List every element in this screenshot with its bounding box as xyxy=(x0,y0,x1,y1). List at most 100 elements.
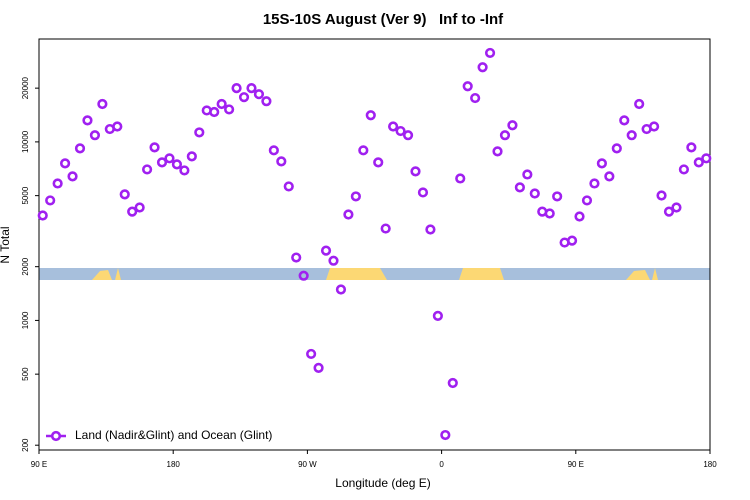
point xyxy=(477,62,488,73)
plot-frame xyxy=(38,38,711,451)
point xyxy=(395,125,406,137)
y-tick-label: 10000 xyxy=(21,130,30,153)
point xyxy=(306,348,317,360)
point xyxy=(156,157,168,168)
point xyxy=(619,115,630,126)
point xyxy=(581,195,593,206)
y-tick-label: 500 xyxy=(21,367,30,381)
point xyxy=(119,189,130,200)
land-ocean-band xyxy=(39,268,710,280)
x-axis-label: Longitude (deg E) xyxy=(335,476,430,490)
point xyxy=(514,182,525,193)
point xyxy=(693,157,704,168)
point xyxy=(440,429,451,441)
point xyxy=(701,153,712,164)
point xyxy=(611,143,622,154)
point xyxy=(470,92,481,104)
chart-title: 15S-10S August (Ver 9) Inf to -Inf xyxy=(263,11,504,28)
point xyxy=(447,377,458,389)
point xyxy=(52,178,63,189)
legend-label: Land (Nadir&Glint) and Ocean (Glint) xyxy=(75,428,272,442)
series xyxy=(37,47,712,441)
x-tick-label: 180 xyxy=(703,460,717,469)
point xyxy=(268,145,279,156)
point xyxy=(358,145,369,156)
y-tick-label: 5000 xyxy=(21,186,30,204)
point xyxy=(648,121,660,132)
point xyxy=(246,83,257,94)
y-tick-label: 2000 xyxy=(21,257,30,275)
point xyxy=(410,166,421,177)
point xyxy=(209,106,220,118)
point xyxy=(484,47,496,59)
point xyxy=(552,191,563,202)
point xyxy=(529,188,540,199)
point xyxy=(574,211,585,222)
point xyxy=(238,92,250,103)
point xyxy=(335,284,347,295)
point xyxy=(320,245,332,256)
point xyxy=(291,252,302,263)
point xyxy=(507,120,518,131)
point xyxy=(179,165,190,176)
point xyxy=(634,98,645,110)
point xyxy=(313,362,324,374)
point xyxy=(59,158,71,169)
point xyxy=(626,130,637,141)
point xyxy=(112,121,123,132)
y-tick-label: 1000 xyxy=(21,311,30,329)
point xyxy=(298,270,309,281)
point xyxy=(596,158,607,169)
x-tick-label: 180 xyxy=(167,460,181,469)
point xyxy=(671,202,682,213)
x-tick-label: 90 E xyxy=(568,460,584,469)
y-axis-label: N Total xyxy=(0,226,12,263)
point xyxy=(343,209,354,220)
point xyxy=(253,89,265,100)
point xyxy=(142,164,153,175)
point xyxy=(678,164,690,175)
point xyxy=(149,142,160,153)
point xyxy=(373,157,384,168)
point xyxy=(134,202,145,213)
point xyxy=(67,171,78,182)
point xyxy=(365,110,376,121)
point xyxy=(432,310,443,322)
x-tick-label: 90 E xyxy=(31,460,47,469)
point xyxy=(224,104,235,115)
point xyxy=(82,115,93,126)
point xyxy=(350,191,361,202)
point xyxy=(455,173,466,184)
point xyxy=(283,181,294,192)
point xyxy=(45,195,56,206)
point xyxy=(97,98,108,110)
point xyxy=(425,224,436,235)
point xyxy=(276,156,287,167)
point xyxy=(328,255,339,266)
point xyxy=(388,121,399,132)
point xyxy=(216,98,227,110)
point xyxy=(462,81,473,92)
point xyxy=(171,159,183,170)
point xyxy=(663,206,675,217)
point xyxy=(74,143,86,154)
x-tick-label: 0 xyxy=(439,460,444,469)
point xyxy=(186,151,197,162)
point xyxy=(492,146,503,157)
point xyxy=(89,130,101,141)
point xyxy=(164,153,175,164)
point xyxy=(604,171,615,182)
point xyxy=(417,187,429,198)
point xyxy=(261,96,272,107)
point xyxy=(380,223,391,234)
point xyxy=(522,169,533,180)
x-tick-label: 90 W xyxy=(298,460,317,469)
point xyxy=(127,206,138,217)
point xyxy=(402,130,414,141)
point xyxy=(194,127,205,138)
point xyxy=(499,130,511,141)
y-tick-label: 200 xyxy=(21,438,30,452)
point xyxy=(656,190,667,201)
legend-marker xyxy=(50,430,62,442)
